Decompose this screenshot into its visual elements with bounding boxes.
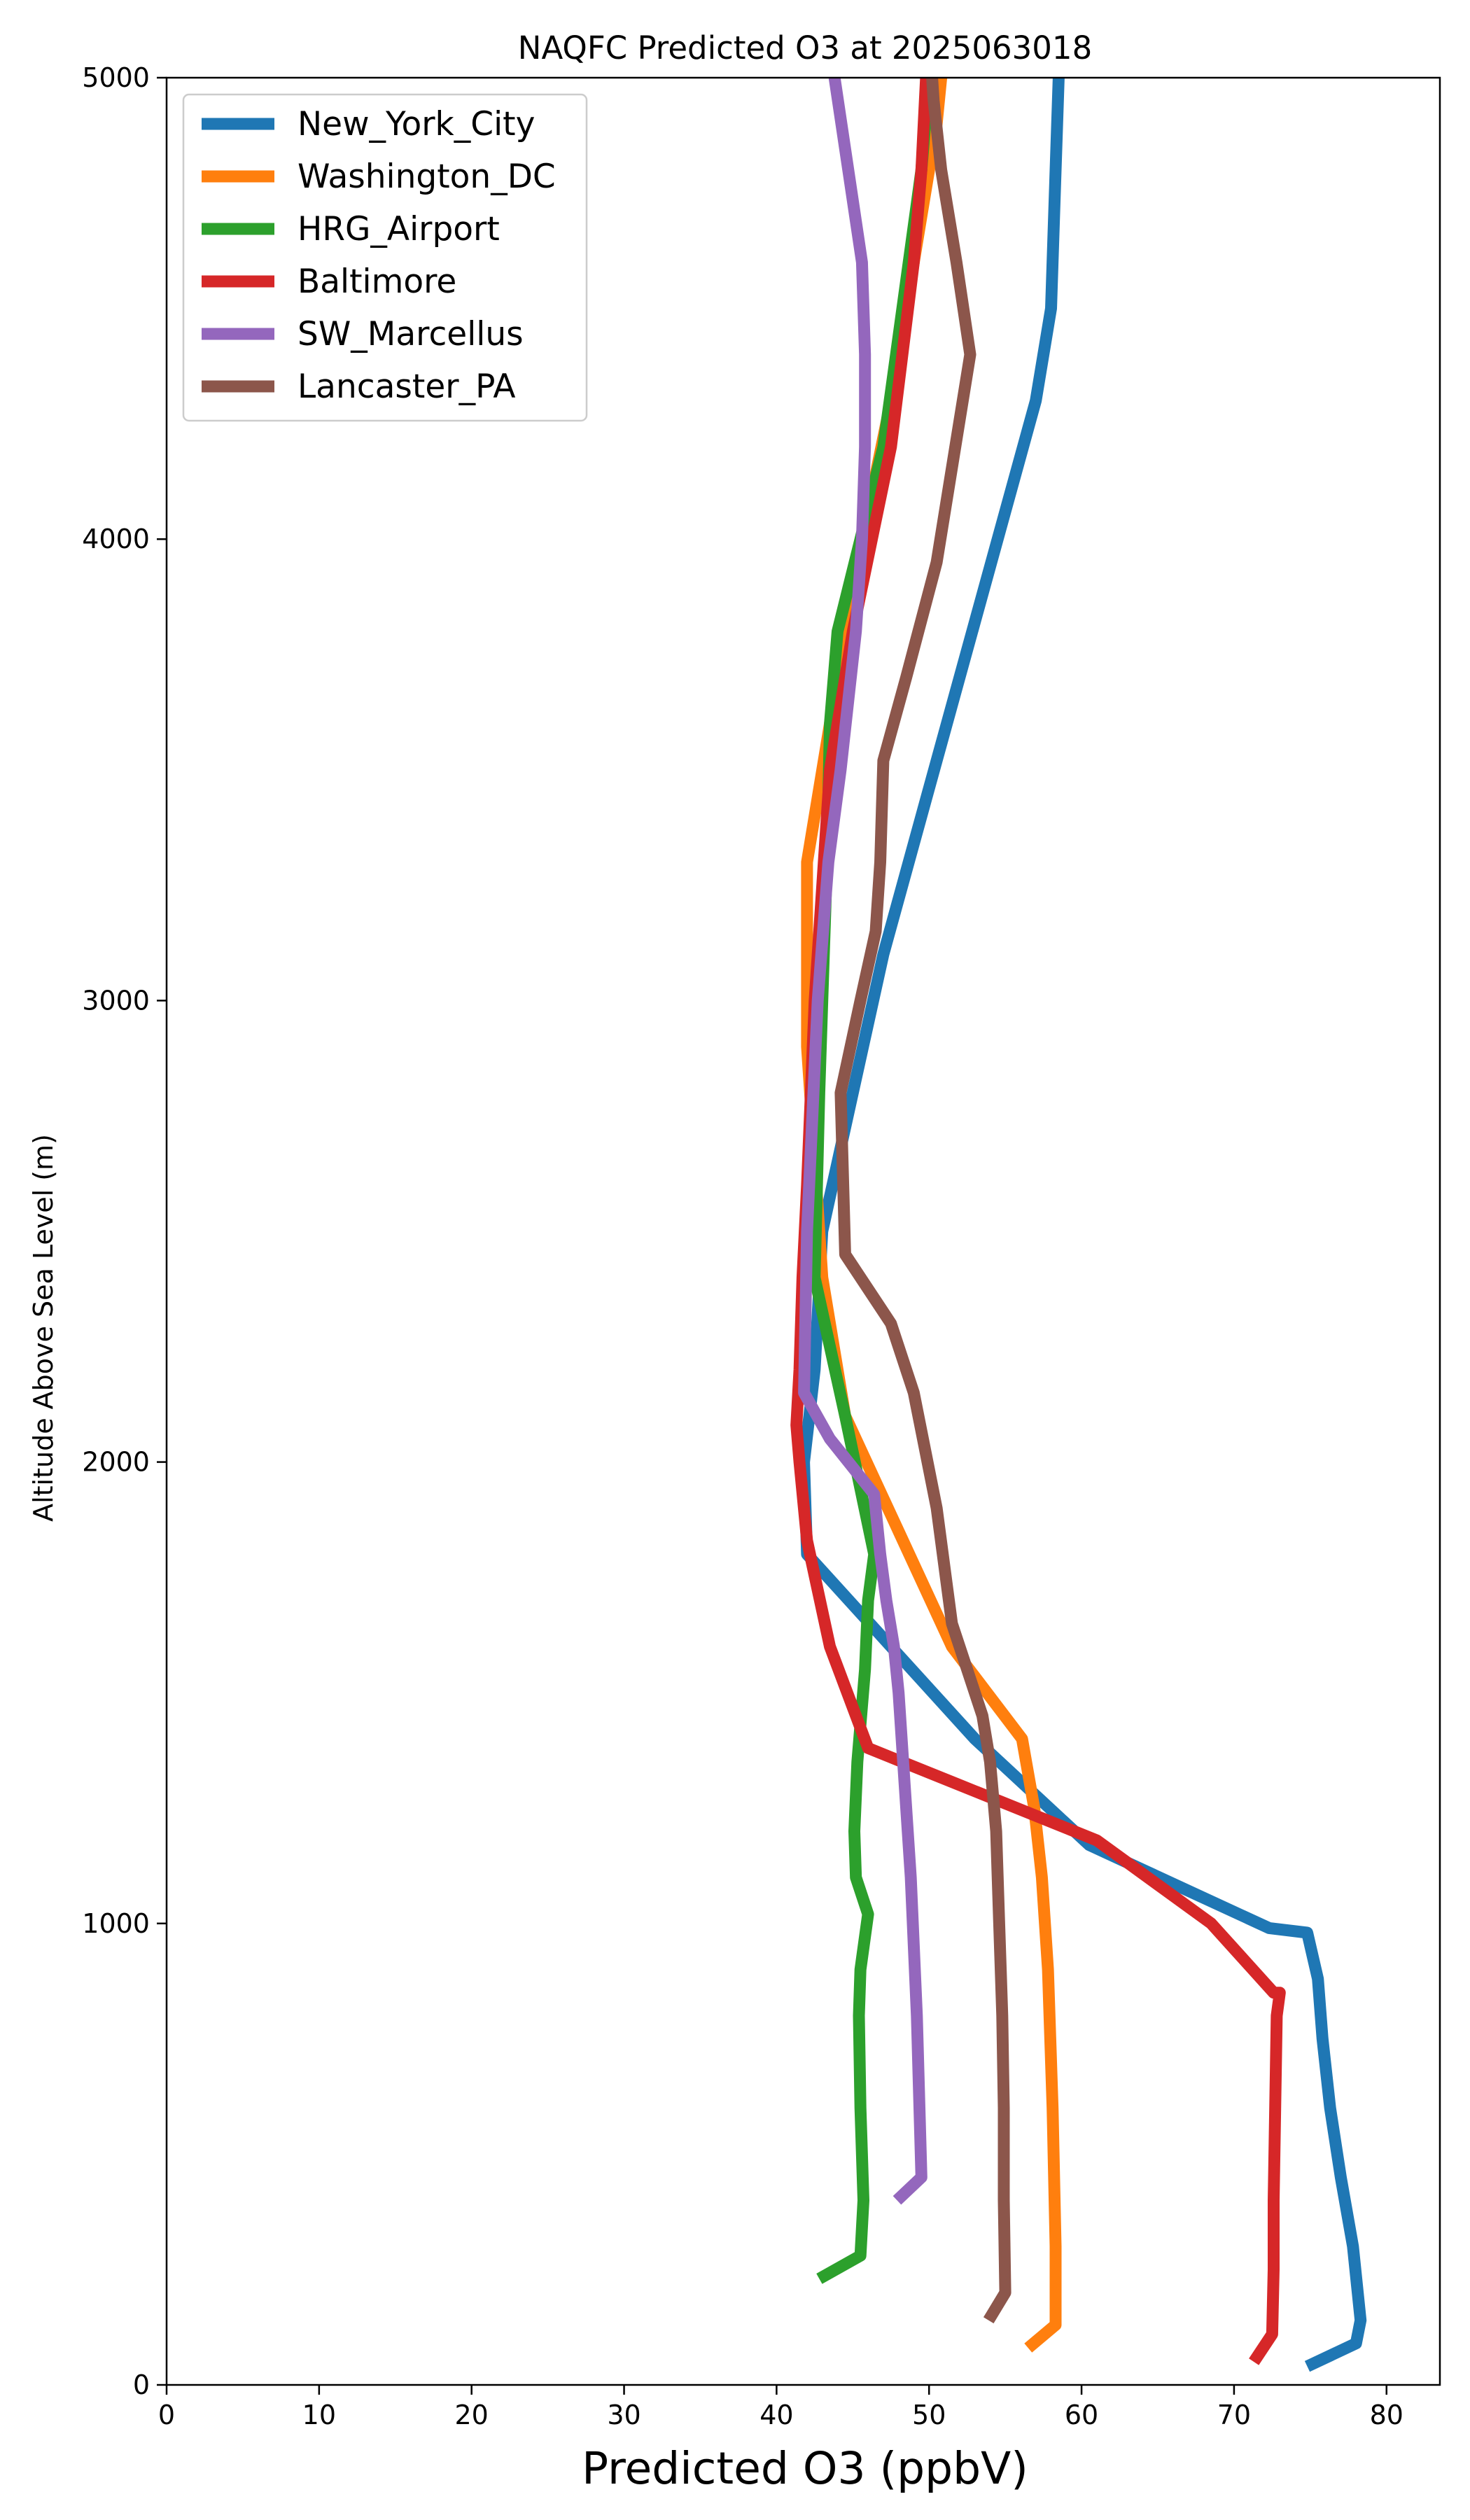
legend-label: Lancaster_PA	[298, 368, 516, 406]
legend: New_York_City Washington_DC HRG_Airport Bal…	[182, 93, 588, 422]
y-tick-label: 2000	[82, 1447, 150, 1478]
axes: 0 10 20 30 40 50 60 70 80 0 1000 2000 3000 4000 5000	[82, 62, 1441, 2430]
legend-entry-new-york-city: New_York_City	[202, 105, 535, 144]
axes-frame	[165, 76, 1441, 2386]
series-line-hrg-airport	[808, 78, 935, 2284]
legend-box	[182, 93, 588, 422]
y-tick-label: 3000	[82, 985, 150, 1016]
x-tick-label: 30	[607, 2400, 640, 2430]
legend-label: Baltimore	[298, 262, 456, 301]
series-line-sw-marcellus	[798, 78, 927, 2205]
x-axis-label: Predicted O3 (ppbV)	[582, 2443, 1028, 2494]
legend-entry-sw-marcellus: SW_Marcellus	[202, 315, 524, 354]
x-tick-label: 20	[455, 2400, 489, 2430]
series-line-lancaster-pa	[834, 78, 1011, 2324]
x-tick-label: 70	[1217, 2400, 1251, 2430]
x-tick-label: 40	[760, 2400, 793, 2430]
y-tick-label: 1000	[82, 1908, 150, 1939]
legend-label: HRG_Airport	[298, 210, 500, 248]
series-lines	[790, 78, 1367, 2372]
y-tick-label: 4000	[82, 524, 150, 554]
x-tick-label: 0	[158, 2400, 175, 2430]
series-line-new-york-city	[798, 78, 1367, 2372]
legend-entry-lancaster-pa: Lancaster_PA	[202, 368, 516, 406]
y-tick-label: 0	[133, 2370, 150, 2400]
legend-entry-hrg-airport: HRG_Airport	[202, 210, 500, 248]
y-axis-label: Altitude Above Sea Level (m)	[28, 1134, 59, 1522]
legend-entry-washington-dc: Washington_DC	[202, 158, 556, 196]
plot-area	[790, 78, 1367, 2372]
y-tick-label: 5000	[82, 62, 150, 93]
legend-label: Washington_DC	[298, 158, 556, 196]
legend-entry-baltimore: Baltimore	[202, 262, 456, 301]
x-tick-label: 50	[912, 2400, 946, 2430]
legend-label: SW_Marcellus	[298, 315, 524, 354]
x-tick-label: 60	[1065, 2400, 1098, 2430]
chart-title: NAQFC Predicted O3 at 2025063018	[518, 29, 1092, 66]
x-tick-label: 10	[302, 2400, 336, 2430]
x-tick-label: 80	[1370, 2400, 1404, 2430]
legend-label: New_York_City	[298, 105, 535, 144]
